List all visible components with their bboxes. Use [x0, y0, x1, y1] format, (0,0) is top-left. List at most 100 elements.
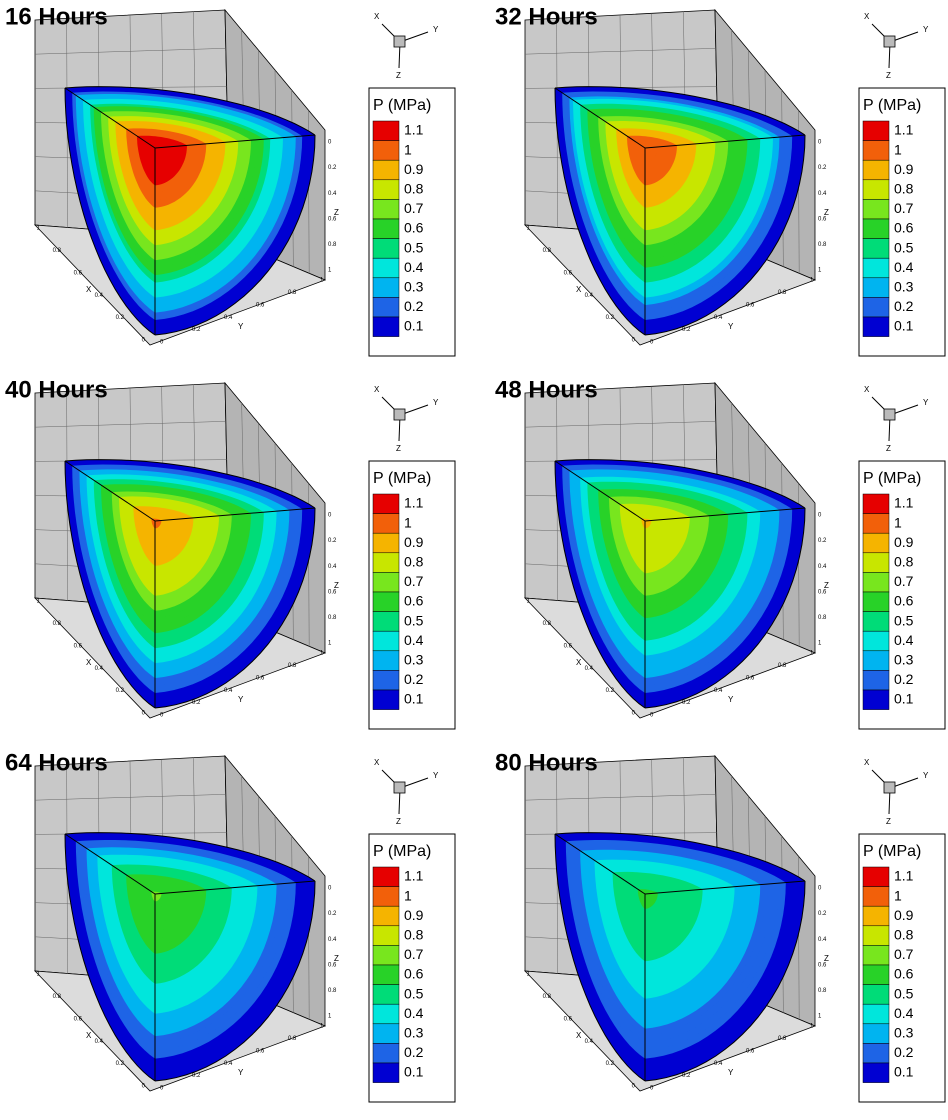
y-axis-label: Y: [238, 1068, 244, 1077]
z-tick-label: 1: [818, 641, 822, 647]
x-tick-label: 0.6: [564, 643, 573, 649]
z-tick-label: 0.2: [328, 911, 337, 917]
z-tick-label: 1: [328, 641, 332, 647]
x-tick-label: 0.2: [116, 1061, 125, 1067]
triad-label: Y: [433, 25, 439, 34]
legend-label: 1.1: [894, 868, 914, 884]
legend-swatch: [373, 1063, 399, 1083]
triad-cube: [884, 782, 895, 793]
triad-label: X: [864, 12, 870, 21]
y-axis-label: Y: [728, 1068, 734, 1077]
legend-swatch: [863, 258, 889, 278]
legend-swatch: [373, 1004, 399, 1024]
triad-label: X: [864, 385, 870, 394]
z-tick-label: 0.2: [328, 165, 337, 171]
legend-label: 0.6: [894, 966, 914, 982]
x-tick-label: 0.2: [606, 688, 615, 694]
z-tick-label: 0.4: [818, 564, 827, 570]
x-tick-label: 0.4: [585, 293, 594, 299]
x-axis-label: X: [86, 285, 92, 294]
z-tick-label: 0.8: [818, 242, 827, 248]
y-tick-label: 0: [160, 1086, 164, 1092]
y-tick-label: 0.4: [224, 688, 233, 694]
y-tick-label: 0.8: [288, 663, 297, 669]
z-tick-label: 0.4: [328, 191, 337, 197]
legend-swatch: [373, 651, 399, 671]
legend-label: 1: [894, 514, 902, 530]
panel-title: 80 Hours: [495, 749, 598, 776]
z-axis-label: Z: [334, 954, 339, 963]
legend-title: P (MPa): [863, 97, 921, 114]
legend-label: 0.9: [894, 161, 914, 177]
legend-swatch: [373, 592, 399, 612]
legend-label: 0.5: [404, 985, 424, 1001]
legend-swatch: [863, 278, 889, 298]
y-tick-label: 0.4: [714, 315, 723, 321]
z-tick-label: 0: [818, 886, 822, 892]
legend-swatch: [863, 121, 889, 141]
triad-label: Z: [396, 71, 401, 80]
legend-label: 0.5: [894, 239, 914, 255]
legend-label: 0.7: [894, 200, 914, 216]
legend-swatch: [373, 553, 399, 573]
y-axis-label: Y: [238, 695, 244, 704]
legend-title: P (MPa): [863, 470, 921, 487]
legend-label: 0.8: [894, 927, 914, 943]
legend-label: 0.9: [894, 907, 914, 923]
z-tick-label: 0.6: [818, 962, 827, 968]
legend-label: 0.2: [894, 1044, 914, 1060]
legend-label: 0.1: [404, 1064, 424, 1080]
triad-label: Z: [396, 817, 401, 826]
y-tick-label: 0.6: [746, 1048, 755, 1054]
panel: 00.20.40.60.81Z00.20.40.60.81X00.20.40.6…: [5, 376, 455, 729]
legend-label: 0.1: [404, 318, 424, 334]
triad-label: Y: [923, 771, 929, 780]
legend-label: 1: [894, 141, 902, 157]
legend-swatch: [373, 887, 399, 907]
legend-label: 0.9: [404, 907, 424, 923]
y-tick-label: 0.8: [778, 290, 787, 296]
triad-label: Y: [433, 771, 439, 780]
legend-swatch: [863, 651, 889, 671]
legend-swatch: [863, 533, 889, 553]
legend-swatch: [373, 160, 399, 180]
x-axis-label: X: [86, 658, 92, 667]
legend-label: 0.9: [894, 534, 914, 550]
legend-swatch: [863, 494, 889, 514]
legend-label: 0.2: [404, 671, 424, 687]
x-tick-label: 0.6: [74, 1016, 83, 1022]
legend-swatch: [373, 180, 399, 200]
legend-label: 0.2: [894, 298, 914, 314]
legend-label: 0.9: [404, 534, 424, 550]
y-tick-label: 0: [160, 713, 164, 719]
legend-swatch: [863, 926, 889, 946]
x-axis-label: X: [576, 1031, 582, 1040]
legend-swatch: [863, 965, 889, 985]
legend-swatch: [373, 533, 399, 553]
x-axis-label: X: [86, 1031, 92, 1040]
legend-label: 1.1: [894, 122, 914, 138]
triad-cube: [394, 36, 405, 47]
legend-label: 0.8: [404, 181, 424, 197]
legend-swatch: [863, 670, 889, 690]
x-tick-label: 0.4: [585, 1039, 594, 1045]
x-tick-label: 0.2: [116, 315, 125, 321]
legend-swatch: [863, 887, 889, 907]
legend-swatch: [863, 553, 889, 573]
panel-title: 64 Hours: [5, 749, 108, 776]
triad-cube: [884, 409, 895, 420]
legend-swatch: [373, 670, 399, 690]
legend-title: P (MPa): [373, 843, 431, 860]
legend-label: 0.4: [404, 1005, 424, 1021]
z-tick-label: 1: [328, 1014, 332, 1020]
y-axis-label: Y: [728, 695, 734, 704]
legend-swatch: [373, 494, 399, 514]
z-tick-label: 0.4: [818, 937, 827, 943]
legend-label: 0.8: [894, 554, 914, 570]
legend-swatch: [863, 239, 889, 259]
legend-label: 0.6: [894, 593, 914, 609]
legend-label: 0.1: [404, 691, 424, 707]
y-tick-label: 0: [650, 1086, 654, 1092]
legend-label: 0.7: [404, 946, 424, 962]
x-tick-label: 0.6: [74, 270, 83, 276]
